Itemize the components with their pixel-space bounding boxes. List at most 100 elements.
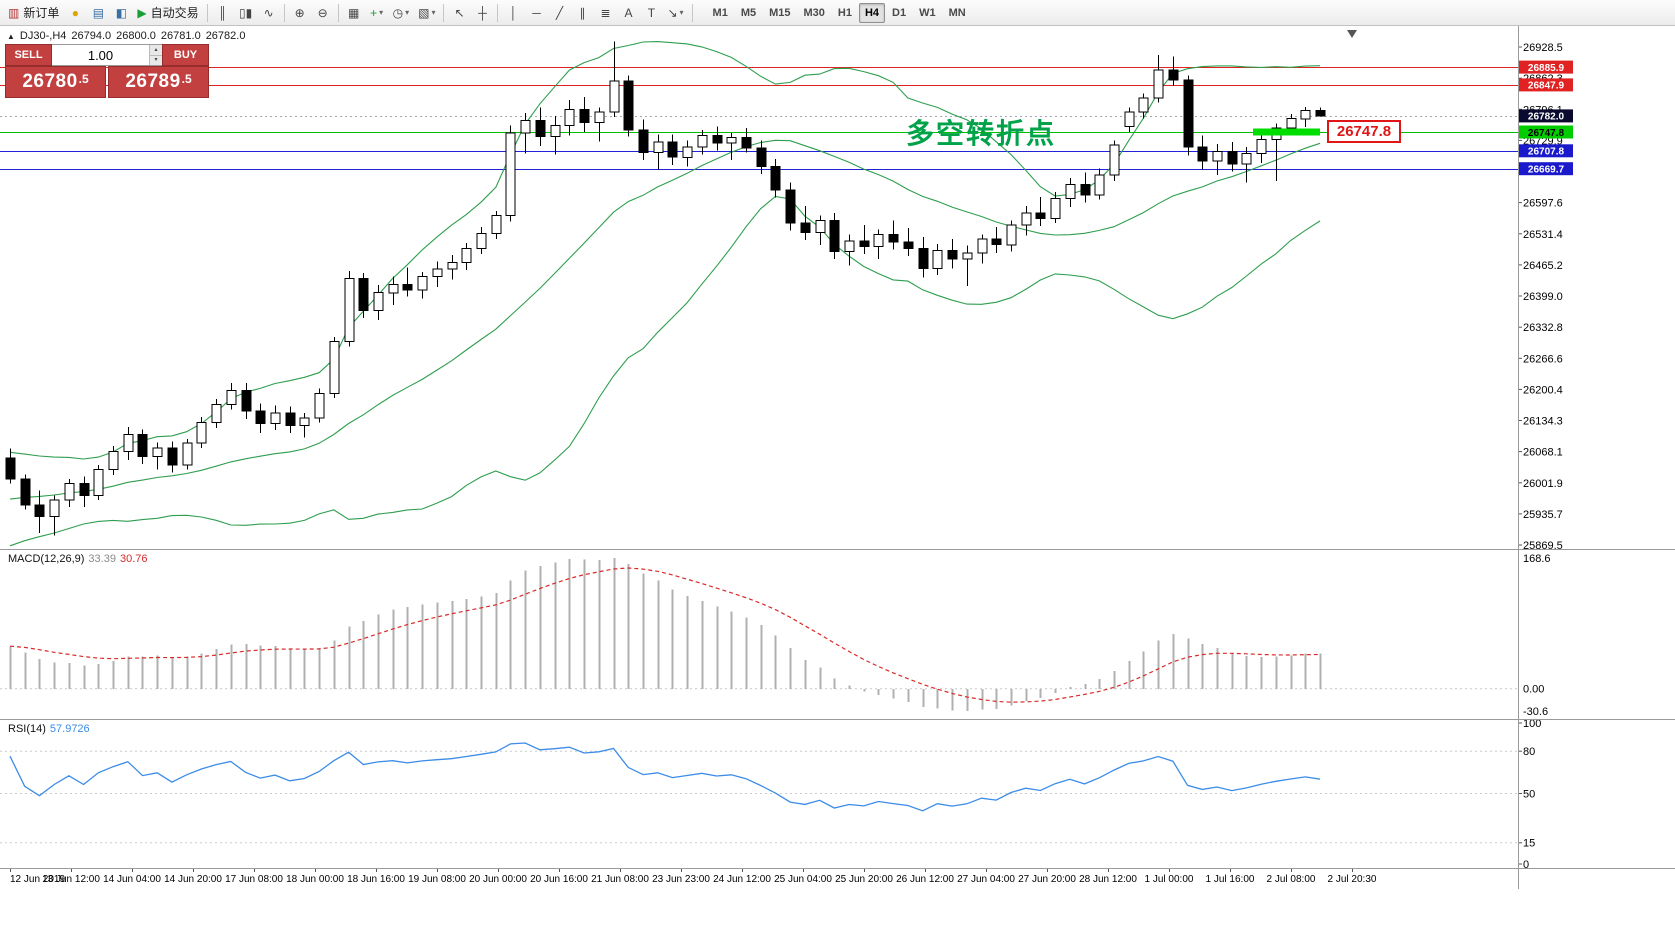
market-watch-button[interactable]: ▤ <box>87 2 109 24</box>
vertical-line-icon: │ <box>509 5 518 20</box>
tile-windows-button[interactable]: ▦ <box>343 2 365 24</box>
price-callout[interactable]: 26747.8 <box>1327 120 1401 143</box>
cursor-button[interactable]: ↖ <box>448 2 470 24</box>
timeframe-button-MN[interactable]: MN <box>948 6 966 19</box>
timeframe-button-D1[interactable]: D1 <box>892 6 907 19</box>
time-axis-label: 20 Jun 16:00 <box>530 874 588 885</box>
time-axis-tick <box>864 869 865 872</box>
timeframe-button-H1[interactable]: H1 <box>837 6 852 19</box>
one-click-trading-panel: SELL ▴ ▾ BUY 26780 .5 26789 .5 <box>5 44 209 98</box>
highlight-zone[interactable] <box>1253 128 1320 136</box>
volume-down-button[interactable]: ▾ <box>150 55 162 65</box>
bar-chart-button[interactable]: ║ <box>212 2 234 24</box>
channel-button[interactable]: ∥ <box>571 2 593 24</box>
line-chart-button[interactable]: ∿ <box>258 2 280 24</box>
channel-icon: ∥ <box>579 5 586 20</box>
trendline-button[interactable]: ╱ <box>548 2 570 24</box>
volume-up-button[interactable]: ▴ <box>150 45 162 56</box>
time-axis[interactable]: 12 Jun 2019 13 Jun 12:00 14 Jun 04:00 14 Ju… <box>0 869 1675 889</box>
macd-panel[interactable]: 168.6 0.00 -30.6 <box>0 550 1675 719</box>
macd-label: MACD(12,26,9) 33.39 30.76 <box>8 553 148 565</box>
chevron-down-icon: ▾ <box>679 8 684 17</box>
autotrading-button[interactable]: ▶ 自动交易 <box>133 2 202 24</box>
timeframe-button-H4[interactable]: H4 <box>858 2 886 23</box>
text-button[interactable]: A <box>617 2 639 24</box>
indicators-button[interactable]: + ▾ <box>366 2 388 24</box>
crosshair-icon: ┼ <box>478 5 487 20</box>
time-axis-label: 13 Jun 12:00 <box>42 874 100 885</box>
bollinger-bands <box>9 41 1321 547</box>
time-axis-tick <box>681 869 682 872</box>
rsi-label: RSI(14) 57.9726 <box>8 723 90 735</box>
main-chart-panel[interactable]: 26928.526862.326796.126729.926597.626531… <box>0 26 1675 549</box>
chevron-down-icon: ▾ <box>405 8 410 17</box>
arrows-button[interactable]: ↘ ▾ <box>663 2 687 24</box>
sell-button[interactable]: SELL <box>5 44 52 66</box>
templates-button[interactable]: ▧ ▾ <box>414 2 439 24</box>
label-button[interactable]: T <box>640 2 662 24</box>
horizontal-line-icon: ─ <box>532 5 541 20</box>
rsi-axis[interactable]: 100 80 50 15 0 <box>1518 720 1541 868</box>
annotation-text[interactable]: 多空转折点 <box>906 118 1057 149</box>
candlestick-chart-icon: ▯▮ <box>239 5 253 20</box>
crosshair-button[interactable]: ┼ <box>471 2 493 24</box>
macd-axis[interactable]: 168.6 0.00 -30.6 <box>1523 553 1551 718</box>
time-axis-label: 17 Jun 08:00 <box>225 874 283 885</box>
svg-text:25935.7: 25935.7 <box>1523 509 1563 521</box>
panel-toggle-icon[interactable]: ▲ <box>7 31 15 41</box>
svg-text:26847.9: 26847.9 <box>1528 81 1565 92</box>
time-axis-tick <box>986 869 987 872</box>
svg-text:15: 15 <box>1523 838 1535 850</box>
tile-windows-icon: ▦ <box>347 5 360 20</box>
svg-text:26597.6: 26597.6 <box>1523 198 1563 210</box>
sell-label: SELL <box>14 49 43 61</box>
horizontal-line-button[interactable]: ─ <box>525 2 547 24</box>
svg-text:0: 0 <box>1523 859 1529 868</box>
templates-icon: ▧ <box>418 5 430 20</box>
time-axis-tick <box>254 869 255 872</box>
sell-price: 26780 <box>22 71 78 92</box>
time-axis-separator <box>0 868 1675 869</box>
timeframe-button-M1[interactable]: M1 <box>712 6 728 19</box>
panel-splitter[interactable] <box>0 549 1675 550</box>
price-axis[interactable]: 26928.526862.326796.126729.926597.626531… <box>1518 42 1573 549</box>
fibonacci-button[interactable]: ≣ <box>594 2 616 24</box>
zoom-out-button[interactable]: ⊖ <box>312 2 334 24</box>
periods-button[interactable]: ◷ ▾ <box>389 2 414 24</box>
svg-text:26266.6: 26266.6 <box>1523 353 1563 365</box>
buy-price-button[interactable]: 26789 .5 <box>108 66 209 98</box>
vertical-line-button[interactable]: │ <box>502 2 524 24</box>
timeframe-button-M15[interactable]: M15 <box>769 6 791 19</box>
ohlc-high: 26800.0 <box>116 30 156 42</box>
bar-chart-icon: ║ <box>218 5 227 20</box>
volume-input[interactable] <box>52 45 149 65</box>
data-window-button[interactable]: ◧ <box>110 2 132 24</box>
panel-splitter[interactable] <box>0 719 1675 720</box>
sell-price-button[interactable]: 26780 .5 <box>5 66 106 98</box>
timeframe-button-W1[interactable]: W1 <box>919 6 936 19</box>
timeframe-button-M30[interactable]: M30 <box>803 6 825 19</box>
arrows-icon: ↘ <box>667 5 678 20</box>
alerts-icon-button[interactable]: ● <box>64 2 86 24</box>
buy-price-pips: .5 <box>181 71 192 86</box>
time-axis-tick <box>71 869 72 872</box>
candlestick-chart-button[interactable]: ▯▮ <box>235 2 257 24</box>
new-order-button[interactable]: ▥ 新订单 <box>4 2 63 24</box>
timeframe-button-M5[interactable]: M5 <box>740 6 757 19</box>
zoom-in-button[interactable]: ⊕ <box>289 2 311 24</box>
toolbar-separator <box>337 3 339 22</box>
new-order-icon: ▥ <box>8 5 20 20</box>
time-axis-label: 19 Jun 08:00 <box>408 874 466 885</box>
time-axis-tick <box>742 869 743 872</box>
buy-button[interactable]: BUY <box>162 44 209 66</box>
toolbar-separator <box>691 3 693 22</box>
cursor-icon: ↖ <box>454 5 465 20</box>
time-axis-label: 21 Jun 08:00 <box>591 874 649 885</box>
toolbar-separator <box>497 3 499 22</box>
rsi-panel[interactable]: 100 80 50 15 0 <box>0 720 1675 868</box>
time-axis-label: 14 Jun 04:00 <box>103 874 161 885</box>
time-axis-tick <box>10 869 11 872</box>
time-axis-label: 18 Jun 00:00 <box>286 874 344 885</box>
chevron-down-icon: ▾ <box>379 8 384 17</box>
time-axis-label: 25 Jun 20:00 <box>835 874 893 885</box>
